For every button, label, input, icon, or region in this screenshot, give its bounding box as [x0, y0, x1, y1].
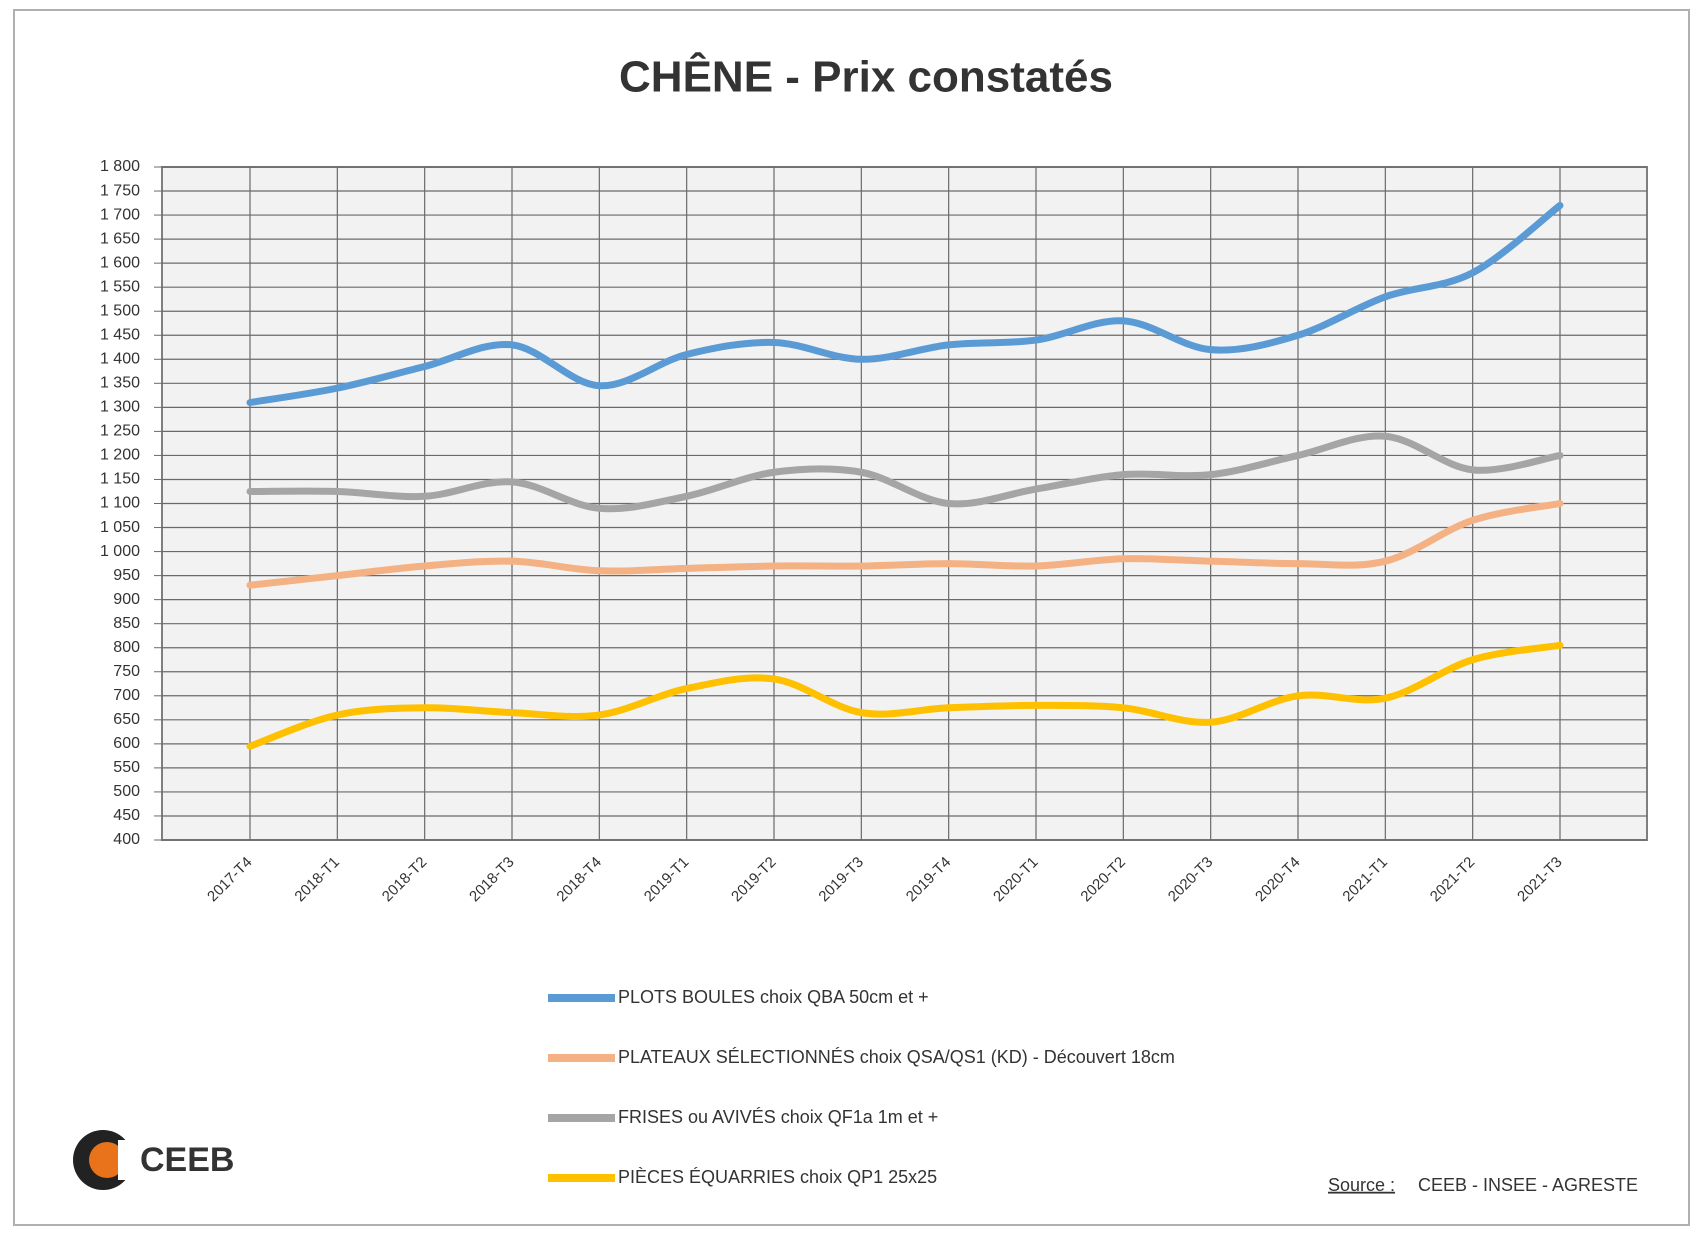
- y-tick-label: 950: [113, 567, 140, 584]
- legend-label: PLOTS BOULES choix QBA 50cm et +: [618, 987, 929, 1007]
- y-tick-label: 700: [113, 687, 140, 704]
- logo-cut: [118, 1140, 140, 1180]
- line: [246, 500, 1564, 589]
- y-tick-label: 800: [113, 639, 140, 656]
- y-tick-label: 1 500: [100, 302, 140, 319]
- y-tick-label: 1 250: [100, 423, 140, 440]
- source-text: CEEB - INSEE - AGRESTE: [1418, 1175, 1638, 1195]
- legend-label: FRISES ou AVIVÉS choix QF1a 1m et +: [618, 1107, 938, 1127]
- y-tick-label: 1 800: [100, 158, 140, 175]
- y-tick-label: 850: [113, 615, 140, 632]
- y-tick-label: 1 150: [100, 471, 140, 488]
- y-tick-label: 1 750: [100, 182, 140, 199]
- y-tick-label: 900: [113, 591, 140, 608]
- legend-label: PIÈCES ÉQUARRIES choix QP1 25x25: [618, 1167, 937, 1187]
- y-tick-label: 1 100: [100, 495, 140, 512]
- source-label: Source :: [1328, 1175, 1395, 1195]
- logo-text: CEEB: [140, 1141, 234, 1179]
- y-tick-label: 1 700: [100, 206, 140, 223]
- y-tick-label: 1 350: [100, 375, 140, 392]
- legend-label: PLATEAUX SÉLECTIONNÉS choix QSA/QS1 (KD)…: [618, 1047, 1175, 1067]
- y-tick-label: 1 400: [100, 351, 140, 368]
- line: [246, 432, 1564, 513]
- y-tick-label: 1 550: [100, 278, 140, 295]
- line: [246, 201, 1564, 407]
- y-tick-label: 400: [113, 831, 140, 848]
- y-tick-label: 1 200: [100, 447, 140, 464]
- line: [246, 641, 1564, 750]
- y-tick-label: 550: [113, 759, 140, 776]
- y-tick-label: 1 050: [100, 519, 140, 536]
- y-tick-label: 1 000: [100, 543, 140, 560]
- y-tick-label: 1 450: [100, 326, 140, 343]
- y-tick-label: 750: [113, 663, 140, 680]
- logo-core: [89, 1142, 125, 1178]
- y-tick-label: 600: [113, 735, 140, 752]
- y-tick-label: 500: [113, 783, 140, 800]
- y-tick-label: 450: [113, 807, 140, 824]
- chart-title: CHÊNE - Prix constatés: [619, 52, 1113, 102]
- y-tick-label: 1 600: [100, 254, 140, 271]
- y-tick-label: 1 650: [100, 230, 140, 247]
- y-tick-label: 650: [113, 711, 140, 728]
- logo: CEEB: [73, 1130, 234, 1190]
- y-tick-label: 1 300: [100, 399, 140, 416]
